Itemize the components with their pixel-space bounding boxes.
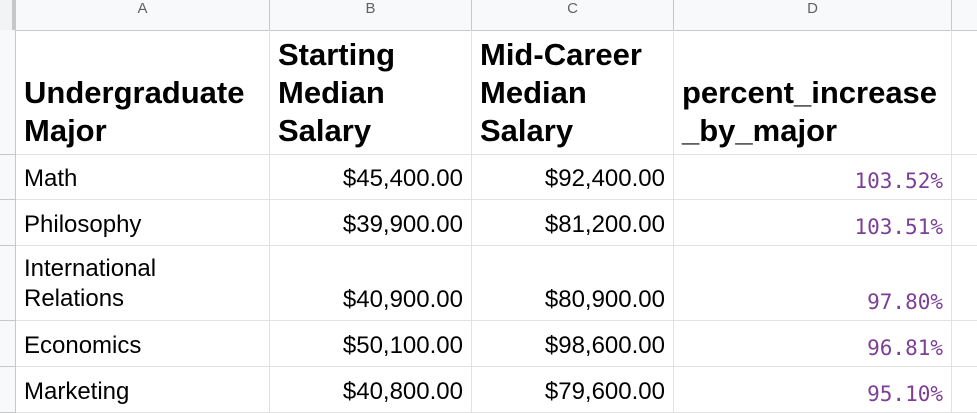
select-all-corner[interactable] xyxy=(0,0,16,30)
cell-text: $81,200.00 xyxy=(544,211,665,238)
cell-text: $40,800.00 xyxy=(342,378,463,405)
cell-text: $40,900.00 xyxy=(342,286,463,313)
row-header[interactable] xyxy=(0,321,16,367)
cell-text: Math xyxy=(24,165,78,192)
column-header-b[interactable]: B xyxy=(270,0,472,30)
cell-text: $79,600.00 xyxy=(544,378,665,405)
table-cell-major[interactable]: Economics xyxy=(16,321,270,367)
header-cell-mid-career-salary[interactable]: Mid-Career Median Salary xyxy=(472,30,674,155)
cell-text: 103.51% xyxy=(854,215,943,239)
cell-text: Economics xyxy=(24,332,142,359)
cell-text: International Relations xyxy=(24,255,157,312)
cell-overflow[interactable] xyxy=(952,367,977,413)
cell-text: Marketing xyxy=(24,378,130,405)
table-cell-starting[interactable]: $40,900.00 xyxy=(270,246,472,321)
table-cell-percent[interactable]: 97.80% xyxy=(674,246,952,321)
table-cell-major[interactable]: Philosophy xyxy=(16,200,270,246)
table-cell-starting[interactable]: $40,800.00 xyxy=(270,367,472,413)
table-cell-midcareer[interactable]: $80,900.00 xyxy=(472,246,674,321)
header-text: Starting Median Salary xyxy=(278,37,396,148)
header-cell-major[interactable]: Undergraduate Major xyxy=(16,30,270,155)
cell-text: $45,400.00 xyxy=(342,165,463,192)
table-cell-midcareer[interactable]: $79,600.00 xyxy=(472,367,674,413)
table-cell-starting[interactable]: $39,900.00 xyxy=(270,200,472,246)
table-cell-percent[interactable]: 95.10% xyxy=(674,367,952,413)
header-cell-starting-salary[interactable]: Starting Median Salary xyxy=(270,30,472,155)
column-header-d[interactable]: D xyxy=(674,0,952,30)
table-cell-major[interactable]: Math xyxy=(16,155,270,200)
cell-text: 95.10% xyxy=(867,382,943,406)
header-text: Undergraduate Major xyxy=(24,75,245,148)
cell-overflow[interactable] xyxy=(952,30,977,155)
row-header[interactable] xyxy=(0,155,16,200)
table-cell-major[interactable]: Marketing xyxy=(16,367,270,413)
table-cell-midcareer[interactable]: $92,400.00 xyxy=(472,155,674,200)
cell-text: $98,600.00 xyxy=(544,332,665,359)
cell-text: 103.52% xyxy=(854,169,943,193)
table-cell-midcareer[interactable]: $81,200.00 xyxy=(472,200,674,246)
table-cell-percent[interactable]: 103.52% xyxy=(674,155,952,200)
cell-text: 97.80% xyxy=(867,290,943,314)
cell-text: 96.81% xyxy=(867,336,943,360)
cell-text: $92,400.00 xyxy=(544,165,665,192)
cell-overflow[interactable] xyxy=(952,155,977,200)
table-cell-percent[interactable]: 96.81% xyxy=(674,321,952,367)
cell-text: Philosophy xyxy=(24,211,142,238)
row-header[interactable] xyxy=(0,246,16,321)
cell-text: $80,900.00 xyxy=(544,286,665,313)
table-cell-major[interactable]: International Relations xyxy=(16,246,270,321)
column-header-bar: A B C D xyxy=(0,0,977,31)
table-cell-starting[interactable]: $50,100.00 xyxy=(270,321,472,367)
cell-overflow[interactable] xyxy=(952,246,977,321)
column-header-c[interactable]: C xyxy=(472,0,674,30)
row-header-bar xyxy=(0,30,16,413)
header-cell-percent-increase[interactable]: percent_increase _by_major xyxy=(674,30,952,155)
header-text: Mid-Career Median Salary xyxy=(480,37,642,148)
cell-text: $50,100.00 xyxy=(342,332,463,359)
column-header-a[interactable]: A xyxy=(16,0,270,30)
cell-overflow[interactable] xyxy=(952,321,977,367)
cell-overflow[interactable] xyxy=(952,200,977,246)
table-cell-percent[interactable]: 103.51% xyxy=(674,200,952,246)
row-header[interactable] xyxy=(0,200,16,246)
row-header[interactable] xyxy=(0,367,16,413)
cell-text: $39,900.00 xyxy=(342,211,463,238)
header-text: percent_increase _by_major xyxy=(682,75,938,148)
table-cell-midcareer[interactable]: $98,600.00 xyxy=(472,321,674,367)
table-cell-starting[interactable]: $45,400.00 xyxy=(270,155,472,200)
row-header[interactable] xyxy=(0,30,16,155)
